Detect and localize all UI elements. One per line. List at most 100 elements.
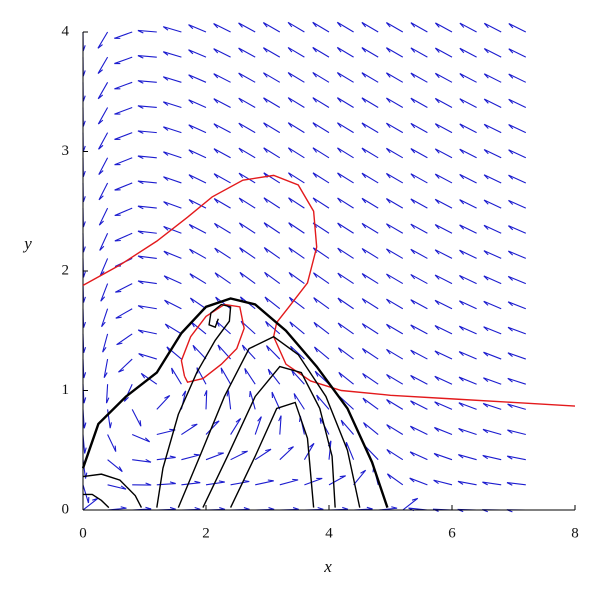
vector-arrow xyxy=(105,384,110,404)
vector-arrow xyxy=(361,247,379,259)
vector-arrow xyxy=(385,72,404,83)
vector-arrow xyxy=(385,122,404,134)
vector-arrow xyxy=(337,197,354,209)
vector-arrow xyxy=(137,180,157,185)
vector-arrow xyxy=(402,497,419,511)
vector-arrow xyxy=(312,71,330,83)
vector-arrow xyxy=(162,126,182,134)
x-tick-label: 4 xyxy=(325,525,333,541)
vector-arrow xyxy=(508,149,527,159)
vector-arrow xyxy=(507,403,526,410)
vector-arrow xyxy=(459,72,477,83)
vector-arrow xyxy=(483,148,502,159)
vector-arrow xyxy=(265,345,281,360)
x-tick-label: 8 xyxy=(571,525,579,541)
vector-arrow xyxy=(279,478,299,486)
vector-arrow xyxy=(336,72,354,83)
vector-arrow xyxy=(137,230,157,235)
vector-arrow xyxy=(264,296,281,310)
vector-arrow xyxy=(434,375,453,385)
vector-arrow xyxy=(434,274,453,285)
vector-arrow xyxy=(163,176,182,184)
vector-arrow xyxy=(482,377,502,385)
vector-arrow xyxy=(353,469,367,486)
y-tick-label: 1 xyxy=(62,382,70,398)
vector-arrow xyxy=(459,274,477,285)
vector-arrow xyxy=(137,205,157,210)
vector-arrow xyxy=(213,222,231,234)
vector-arrow xyxy=(507,377,526,385)
vector-arrow xyxy=(98,182,109,201)
vector-arrow xyxy=(337,347,354,360)
vector-arrow xyxy=(188,223,207,234)
vector-arrow xyxy=(361,122,379,134)
vector-arrow xyxy=(137,329,157,335)
vector-arrow xyxy=(205,420,220,435)
trajectory xyxy=(202,365,336,508)
vector-arrow xyxy=(410,97,428,108)
vector-arrow xyxy=(181,453,200,461)
vector-arrow xyxy=(188,199,207,209)
vector-arrow xyxy=(386,473,404,486)
vector-arrow xyxy=(508,98,527,108)
vector-arrow xyxy=(265,320,281,335)
vector-arrow xyxy=(434,325,453,335)
nullcline xyxy=(82,174,576,407)
vector-arrow xyxy=(362,372,379,385)
vector-arrow xyxy=(114,81,133,90)
vector-arrow xyxy=(238,72,256,83)
vector-arrow xyxy=(361,47,379,58)
vector-arrow xyxy=(312,97,330,108)
vector-arrow xyxy=(255,479,274,486)
vector-arrow xyxy=(410,299,428,310)
vector-arrow xyxy=(164,323,182,335)
vector-arrow xyxy=(288,247,305,259)
vector-arrow xyxy=(213,98,231,108)
vector-arrow xyxy=(459,148,477,159)
vector-arrow xyxy=(385,248,404,259)
vector-arrow xyxy=(189,297,207,310)
vector-arrow xyxy=(162,26,182,33)
vector-arrow xyxy=(238,47,256,58)
vector-arrow xyxy=(508,174,527,184)
vector-arrow xyxy=(230,418,242,435)
nullcline xyxy=(180,303,245,383)
vector-arrow xyxy=(137,280,157,285)
vector-arrow xyxy=(288,222,305,234)
vector-arrow xyxy=(409,451,428,461)
vector-arrow xyxy=(213,73,231,83)
vector-arrow xyxy=(287,21,305,33)
vector-arrow xyxy=(507,250,527,259)
vector-arrow xyxy=(459,199,477,209)
vector-arrow xyxy=(114,56,133,65)
trajectory xyxy=(156,303,232,508)
vector-arrow xyxy=(361,222,379,234)
vector-arrow xyxy=(220,367,232,385)
vector-arrow xyxy=(262,22,281,33)
vector-arrow xyxy=(434,148,453,159)
vector-arrow xyxy=(410,273,428,285)
vector-arrow xyxy=(336,122,354,134)
vector-arrow xyxy=(188,99,207,108)
vector-arrow xyxy=(244,368,256,385)
vector-arrow xyxy=(137,105,157,109)
vector-arrow xyxy=(434,426,453,436)
vector-arrow xyxy=(434,173,453,184)
vector-arrow xyxy=(278,415,282,435)
vector-arrow xyxy=(457,454,477,461)
vector-arrow xyxy=(433,452,453,461)
vector-arrow xyxy=(482,428,502,436)
trajectory xyxy=(83,493,110,509)
vector-arrow xyxy=(386,298,404,310)
trajectory xyxy=(81,297,389,508)
vector-arrow xyxy=(156,481,176,486)
vector-arrow xyxy=(313,321,330,335)
vector-arrow xyxy=(507,275,527,285)
vector-arrow xyxy=(114,31,133,39)
vector-arrow xyxy=(336,97,354,108)
vector-arrow xyxy=(459,224,477,234)
vector-arrow xyxy=(262,47,281,58)
vector-arrow xyxy=(214,247,231,259)
vector-arrow xyxy=(434,72,453,83)
vector-arrow xyxy=(103,358,109,379)
